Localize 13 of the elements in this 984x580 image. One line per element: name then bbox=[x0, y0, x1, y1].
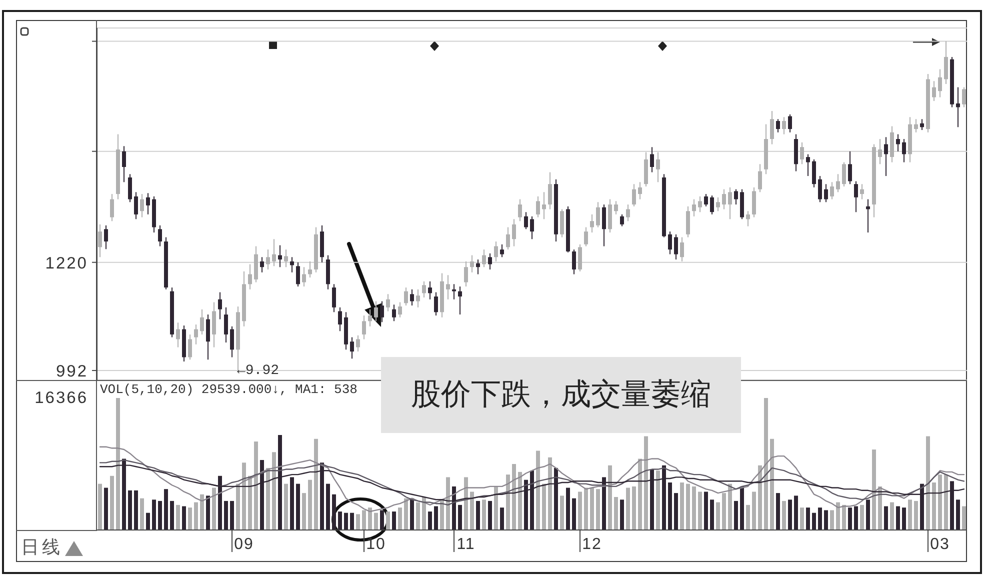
x-tick-label: 03 bbox=[930, 536, 950, 553]
text: VOL(5,10,20) 29539.000↓, MA1: 538 bbox=[100, 382, 358, 397]
annotation: 股价下跌，成交量萎缩 bbox=[411, 377, 711, 412]
text: 日线 bbox=[21, 537, 63, 559]
x-tick-label: 12 bbox=[582, 536, 602, 553]
note-box: 股价下跌，成交量萎缩 bbox=[381, 357, 741, 433]
x-tick-label: 11 bbox=[456, 536, 476, 553]
text: 16366 bbox=[34, 388, 88, 408]
y-tick-label: 992 bbox=[56, 362, 88, 381]
x-tick-label: 10 bbox=[366, 536, 386, 553]
annotation: ←9.92 bbox=[237, 362, 280, 380]
y-tick-label: 1220 bbox=[45, 254, 88, 272]
x-tick-label: 09 bbox=[234, 536, 254, 553]
